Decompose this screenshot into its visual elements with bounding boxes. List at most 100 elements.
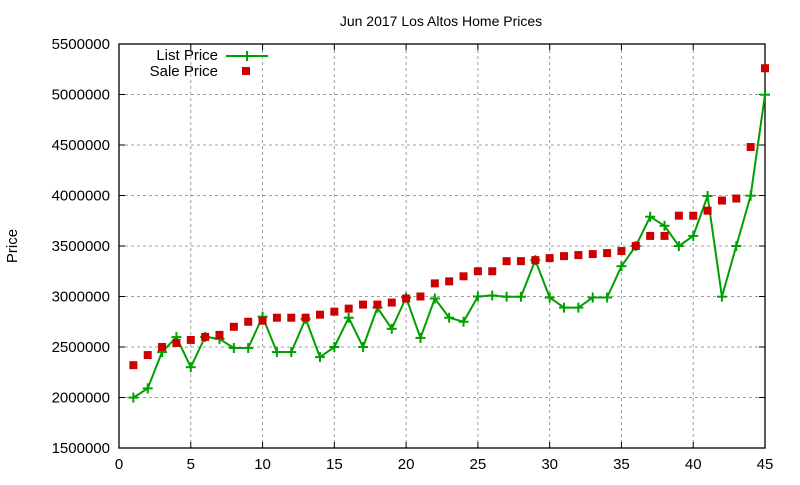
y-tick-label: 2500000 bbox=[52, 339, 110, 356]
square-marker bbox=[646, 231, 655, 240]
square-marker bbox=[732, 194, 741, 203]
plus-marker bbox=[515, 291, 526, 302]
square-marker bbox=[746, 143, 755, 152]
plus-marker bbox=[602, 292, 613, 303]
legend: List Price Sale Price bbox=[150, 47, 268, 80]
y-tick-label: 3000000 bbox=[52, 289, 110, 306]
square-marker bbox=[416, 292, 425, 301]
square-marker bbox=[287, 313, 296, 322]
series-sale-price bbox=[129, 64, 769, 370]
square-marker bbox=[201, 332, 210, 341]
plot-frame bbox=[118, 43, 766, 449]
y-tick-label: 2000000 bbox=[52, 390, 110, 407]
square-marker bbox=[689, 211, 698, 220]
x-tick-label: 35 bbox=[613, 456, 630, 473]
legend-swatch-list-price bbox=[226, 51, 268, 61]
square-marker bbox=[387, 298, 396, 307]
square-marker bbox=[143, 351, 152, 360]
plus-marker bbox=[544, 292, 555, 303]
square-marker bbox=[359, 300, 368, 309]
y-tick-label: 1500000 bbox=[52, 440, 110, 457]
plus-marker bbox=[429, 293, 440, 304]
square-marker bbox=[660, 231, 669, 240]
plus-marker bbox=[142, 383, 153, 394]
plus-marker bbox=[185, 362, 196, 373]
plus-marker bbox=[271, 347, 282, 358]
plus-marker bbox=[659, 220, 670, 231]
plus-marker bbox=[501, 291, 512, 302]
plus-marker bbox=[243, 343, 254, 354]
plus-marker bbox=[415, 332, 426, 343]
square-marker bbox=[603, 249, 612, 258]
x-tick-label: 25 bbox=[470, 456, 487, 473]
square-marker bbox=[158, 343, 167, 351]
square-marker bbox=[703, 206, 712, 215]
plus-marker bbox=[386, 323, 397, 334]
square-marker bbox=[617, 247, 626, 256]
plus-marker bbox=[645, 211, 656, 222]
square-marker bbox=[430, 279, 439, 288]
square-marker bbox=[674, 211, 683, 220]
y-tick-label: 4500000 bbox=[52, 137, 110, 154]
plus-marker bbox=[329, 342, 340, 352]
square-marker bbox=[129, 361, 138, 370]
plus-marker bbox=[358, 342, 369, 352]
plus-marker bbox=[573, 302, 584, 313]
plus-marker bbox=[343, 312, 354, 323]
square-marker bbox=[516, 257, 525, 266]
x-tick-label: 0 bbox=[115, 456, 123, 473]
square-marker bbox=[344, 304, 353, 313]
square-marker bbox=[229, 322, 238, 331]
square-marker bbox=[631, 242, 640, 250]
axes: 0 5 10 15 20 25 30 35 40 45 1500000 2000000 2500000 3… bbox=[52, 36, 774, 473]
plus-marker bbox=[688, 230, 699, 241]
plus-marker bbox=[731, 241, 742, 251]
plus-marker bbox=[444, 312, 455, 323]
square-marker bbox=[445, 277, 454, 286]
y-tick-label: 5000000 bbox=[52, 87, 110, 104]
x-tick-label: 15 bbox=[326, 456, 343, 473]
legend-swatch-sale-price bbox=[242, 67, 250, 75]
square-marker bbox=[459, 272, 468, 281]
square-marker bbox=[545, 254, 554, 263]
plus-marker bbox=[616, 261, 627, 272]
plus-marker bbox=[587, 292, 598, 303]
square-marker bbox=[215, 330, 224, 339]
square-marker bbox=[531, 256, 540, 265]
plus-marker bbox=[702, 191, 713, 202]
square-marker bbox=[574, 251, 583, 260]
data-series bbox=[128, 64, 770, 403]
square-marker bbox=[301, 313, 310, 322]
square-marker bbox=[488, 267, 497, 276]
legend-label-sale-price: Sale Price bbox=[150, 63, 218, 80]
y-tick-label: 3500000 bbox=[52, 238, 110, 255]
plus-marker bbox=[128, 392, 139, 403]
square-marker bbox=[330, 307, 339, 316]
plus-marker bbox=[716, 291, 727, 302]
y-tick-label: 5500000 bbox=[52, 36, 110, 53]
plus-marker bbox=[286, 347, 297, 358]
x-tick-label: 20 bbox=[398, 456, 415, 473]
square-marker bbox=[258, 316, 267, 325]
y-tick-label: 4000000 bbox=[52, 188, 110, 205]
square-marker bbox=[761, 64, 769, 73]
plus-marker bbox=[745, 190, 756, 201]
square-marker bbox=[373, 300, 382, 309]
y-axis-label: Price bbox=[4, 229, 21, 263]
x-tick-label: 30 bbox=[541, 456, 558, 473]
square-marker bbox=[186, 335, 195, 344]
plus-marker bbox=[472, 291, 483, 302]
legend-label-list-price: List Price bbox=[156, 47, 218, 64]
plus-marker bbox=[228, 343, 239, 354]
square-marker bbox=[502, 257, 511, 266]
plus-marker bbox=[559, 302, 570, 313]
square-marker bbox=[473, 267, 482, 276]
plus-marker bbox=[487, 290, 498, 301]
square-marker bbox=[402, 294, 411, 303]
plus-marker bbox=[760, 89, 770, 100]
chart-title: Jun 2017 Los Altos Home Prices bbox=[340, 13, 542, 29]
square-marker bbox=[272, 313, 281, 322]
x-tick-label: 40 bbox=[685, 456, 702, 473]
